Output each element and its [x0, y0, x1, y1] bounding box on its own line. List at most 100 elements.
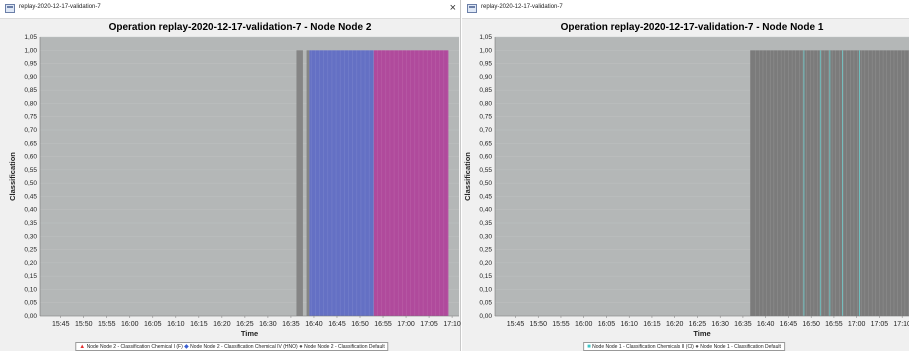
y-tick-label: 0,85 — [479, 87, 492, 94]
y-tick-label: 0,90 — [24, 74, 37, 81]
y-tick-label: 0,55 — [479, 167, 492, 174]
chart-title: Operation replay-2020-12-17-validation-7… — [108, 22, 372, 33]
y-tick-label: 0,10 — [479, 286, 492, 293]
series-bar — [296, 50, 303, 317]
x-tick-label: 16:35 — [734, 321, 752, 328]
series-bar — [306, 50, 310, 317]
window-titlebar[interactable]: replay-2020-12-17-validation-7 — [462, 0, 909, 19]
y-tick-label: 0,20 — [24, 260, 37, 267]
x-tick-label: 17:05 — [420, 321, 438, 328]
series-bar — [373, 50, 449, 317]
x-tick-label: 16:15 — [190, 321, 208, 328]
x-tick-label: 16:40 — [305, 321, 323, 328]
legend-item: ● Node Node 1 - Classification Default — [695, 344, 781, 350]
chart-legend: ▲ Node Node 2 - Classification Chemical … — [75, 342, 389, 351]
series-bar — [829, 50, 831, 317]
classification-chart-node-1[interactable]: 0,00 0,05 0,10 0,15 0,20 0,25 0,30 0,35 0,40 0,45… — [462, 0, 909, 351]
y-tick-label: 1,00 — [24, 47, 37, 54]
app-window-icon — [467, 4, 477, 13]
app-window-icon — [5, 4, 15, 13]
x-tick-label: 17:10 — [443, 321, 461, 328]
y-tick-label: 0,20 — [479, 260, 492, 267]
legend-label: Node Node 1 - Classification Default — [700, 344, 781, 350]
circle-marker-icon: ● — [299, 344, 303, 350]
x-tick-label: 16:45 — [780, 321, 798, 328]
x-tick-label: 16:55 — [825, 321, 843, 328]
close-icon[interactable]: × — [449, 2, 456, 14]
x-tick-label: 16:10 — [620, 321, 638, 328]
y-tick-label: 0,00 — [24, 313, 37, 320]
legend-label: Node Node 1 - Classification Chemicals I… — [592, 344, 694, 350]
chart-title: Operation replay-2020-12-17-validation-7… — [560, 22, 824, 33]
x-axis-title: Time — [241, 329, 258, 338]
x-tick-label: 15:55 — [552, 321, 570, 328]
y-tick-label: 0,40 — [24, 207, 37, 214]
y-tick-label: 0,05 — [24, 300, 37, 307]
window-title: replay-2020-12-17-validation-7 — [481, 4, 563, 10]
x-tick-label: 17:00 — [848, 321, 866, 328]
y-tick-label: 0,95 — [479, 61, 492, 68]
y-tick-label: 0,45 — [24, 193, 37, 200]
y-tick-label: 0,00 — [479, 313, 492, 320]
circle-marker-icon: ● — [695, 344, 699, 350]
x-axis-title: Time — [693, 329, 710, 338]
y-tick-label: 0,35 — [479, 220, 492, 227]
y-tick-label: 0,50 — [24, 180, 37, 187]
y-tick-label: 1,05 — [479, 34, 492, 41]
x-tick-label: 16:00 — [121, 321, 139, 328]
chart-window-node-2: replay-2020-12-17-validation-7 × Operati… — [0, 0, 461, 351]
y-tick-label: 0,65 — [479, 140, 492, 147]
triangle-marker-icon: ▲ — [79, 344, 86, 350]
y-tick-label: 0,60 — [24, 154, 37, 161]
legend-item: ▲ Node Node 2 - Classification Chemical … — [79, 344, 183, 350]
chart-window-node-1: replay-2020-12-17-validation-7 Operation… — [462, 0, 909, 351]
legend-label: Node Node 2 - Classification Chemical I … — [86, 344, 183, 350]
y-tick-label: 0,55 — [24, 167, 37, 174]
x-tick-label: 15:50 — [75, 321, 93, 328]
y-tick-label: 0,05 — [479, 300, 492, 307]
x-tick-label: 15:55 — [98, 321, 116, 328]
diamond-marker-icon: ◆ — [184, 344, 189, 350]
x-tick-label: 16:50 — [802, 321, 820, 328]
x-tick-label: 16:30 — [711, 321, 729, 328]
legend-label: Node Node 2 - Classification Default — [304, 344, 385, 350]
x-tick-label: 16:15 — [643, 321, 661, 328]
x-tick-label: 16:10 — [167, 321, 185, 328]
window-titlebar[interactable]: replay-2020-12-17-validation-7 × — [0, 0, 460, 19]
y-tick-label: 1,05 — [24, 34, 37, 41]
series-bar — [309, 50, 374, 317]
x-tick-label: 16:05 — [144, 321, 162, 328]
x-tick-label: 17:05 — [871, 321, 889, 328]
square-marker-icon: ■ — [587, 344, 591, 350]
x-tick-label: 16:25 — [236, 321, 254, 328]
y-tick-label: 0,95 — [24, 61, 37, 68]
y-tick-label: 0,80 — [479, 100, 492, 107]
y-tick-label: 0,30 — [24, 233, 37, 240]
y-tick-label: 0,50 — [479, 180, 492, 187]
x-tick-label: 15:45 — [52, 321, 70, 328]
x-tick-label: 15:50 — [529, 321, 547, 328]
y-tick-label: 0,75 — [479, 114, 492, 121]
y-tick-label: 0,30 — [479, 233, 492, 240]
x-tick-label: 16:45 — [328, 321, 346, 328]
y-tick-label: 0,15 — [479, 273, 492, 280]
classification-chart-node-2[interactable]: 0,00 0,05 0,10 0,15 0,20 0,25 0,30 0,35 0,40 0,45… — [0, 0, 461, 351]
y-tick-label: 0,90 — [479, 74, 492, 81]
y-tick-label: 1,00 — [479, 47, 492, 54]
x-tick-label: 16:20 — [213, 321, 231, 328]
x-tick-label: 16:00 — [575, 321, 593, 328]
y-tick-label: 0,65 — [24, 140, 37, 147]
y-tick-label: 0,25 — [479, 247, 492, 254]
y-tick-label: 0,70 — [479, 127, 492, 134]
y-axis-title: Classification — [463, 152, 472, 201]
x-tick-label: 16:55 — [374, 321, 392, 328]
legend-item: ● Node Node 2 - Classification Default — [299, 344, 385, 350]
series-bar — [858, 50, 860, 317]
legend-label: Node Node 2 - Classification Chemical IV… — [190, 344, 298, 350]
y-axis-title: Classification — [8, 152, 17, 201]
x-tick-label: 15:45 — [507, 321, 525, 328]
y-tick-label: 0,75 — [24, 114, 37, 121]
y-tick-label: 0,15 — [24, 273, 37, 280]
series-bar — [819, 50, 821, 317]
y-tick-label: 0,35 — [24, 220, 37, 227]
